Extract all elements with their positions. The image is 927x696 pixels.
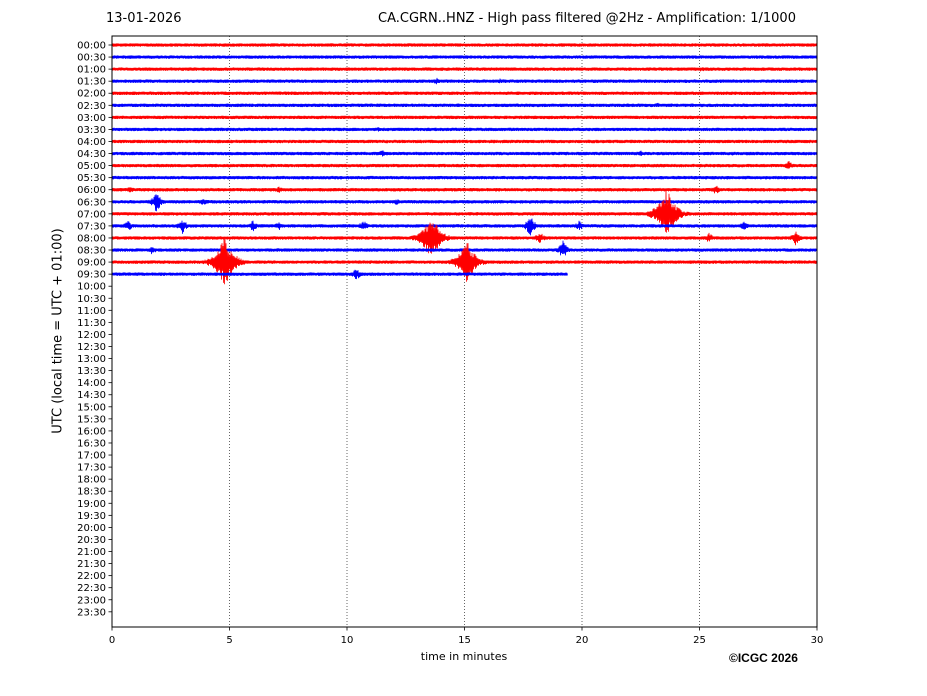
trace-0500	[111, 160, 818, 169]
x-tick-label: 20	[576, 635, 589, 646]
y-tick-label: 01:30	[77, 77, 106, 88]
trace-0630	[111, 194, 818, 212]
y-tick-label: 18:30	[77, 487, 106, 498]
y-tick-label: 10:00	[77, 282, 106, 293]
y-tick-label: 03:30	[77, 125, 106, 136]
y-tick-label: 02:00	[77, 89, 106, 100]
trace-0000	[111, 43, 818, 47]
trace-0800	[111, 222, 818, 254]
trace-0200	[111, 91, 818, 95]
y-tick-label: 05:30	[77, 173, 106, 184]
y-tick-label: 22:30	[77, 583, 106, 594]
trace-0530	[111, 175, 818, 180]
y-tick-label: 09:00	[77, 258, 106, 269]
y-tick-label: 15:30	[77, 414, 106, 425]
trace-0300	[111, 115, 818, 120]
trace-0730	[111, 218, 818, 236]
y-tick-label: 08:30	[77, 246, 106, 257]
trace-0830	[111, 240, 818, 256]
y-tick-label: 14:30	[77, 390, 106, 401]
y-tick-label: 07:30	[77, 221, 106, 232]
y-tick-label: 01:00	[77, 65, 106, 76]
trace-0930	[111, 269, 568, 280]
y-tick-label: 12:30	[77, 342, 106, 353]
y-tick-label: 17:30	[77, 463, 106, 474]
y-tick-label: 17:00	[77, 451, 106, 462]
y-tick-label: 19:00	[77, 499, 106, 510]
x-tick-label: 30	[811, 635, 824, 646]
x-tick-label: 25	[693, 635, 706, 646]
y-tick-label: 06:00	[77, 185, 106, 196]
y-tick-label: 13:30	[77, 366, 106, 377]
y-tick-label: 03:00	[77, 113, 106, 124]
y-tick-label: 04:00	[77, 137, 106, 148]
y-tick-label: 02:30	[77, 101, 106, 112]
x-tick-label: 5	[226, 635, 232, 646]
y-tick-label: 14:00	[77, 378, 106, 389]
y-tick-label: 21:30	[77, 559, 106, 570]
y-tick-label: 10:30	[77, 294, 106, 305]
trace-0600	[111, 185, 818, 194]
y-tick-label: 15:00	[77, 402, 106, 413]
y-tick-label: 23:00	[77, 595, 106, 606]
x-axis-label: time in minutes	[420, 650, 508, 663]
chart-title: CA.CGRN..HNZ - High pass filtered @2Hz -…	[378, 11, 796, 26]
date-label: 13-01-2026	[106, 11, 182, 26]
y-tick-label: 11:30	[77, 318, 106, 329]
x-tick-label: 0	[109, 635, 115, 646]
y-tick-label: 21:00	[77, 547, 106, 558]
x-tick-label: 10	[341, 635, 354, 646]
y-tick-label: 05:00	[77, 161, 106, 172]
copyright-label: ©ICGC 2026	[729, 651, 798, 665]
y-tick-label: 22:00	[77, 571, 106, 582]
trace-0330	[111, 127, 818, 132]
trace-0900	[111, 238, 818, 285]
trace-0030	[111, 55, 818, 59]
trace-0400	[111, 139, 818, 144]
y-tick-label: 00:30	[77, 53, 106, 64]
y-tick-label: 20:00	[77, 523, 106, 534]
trace-0130	[111, 77, 818, 85]
plot-frame	[111, 35, 818, 628]
y-tick-label: 12:00	[77, 330, 106, 341]
trace-0100	[111, 67, 818, 72]
trace-0700	[111, 188, 818, 233]
y-tick-label: 09:30	[77, 270, 106, 281]
y-tick-label: 16:30	[77, 438, 106, 449]
y-tick-label: 07:00	[77, 209, 106, 220]
y-tick-label: 19:30	[77, 511, 106, 522]
x-tick-label: 15	[458, 635, 471, 646]
y-tick-label: 06:30	[77, 197, 106, 208]
y-tick-label: 13:00	[77, 354, 106, 365]
trace-0430	[111, 150, 818, 157]
y-tick-label: 11:00	[77, 306, 106, 317]
y-tick-label: 00:00	[77, 41, 106, 52]
y-tick-label: 18:00	[77, 475, 106, 486]
y-tick-label: 04:30	[77, 149, 106, 160]
trace-0230	[111, 102, 818, 108]
y-tick-label: 08:00	[77, 233, 106, 244]
y-tick-label: 23:30	[77, 607, 106, 618]
y-tick-label: 20:30	[77, 535, 106, 546]
y-tick-label: 16:00	[77, 426, 106, 437]
